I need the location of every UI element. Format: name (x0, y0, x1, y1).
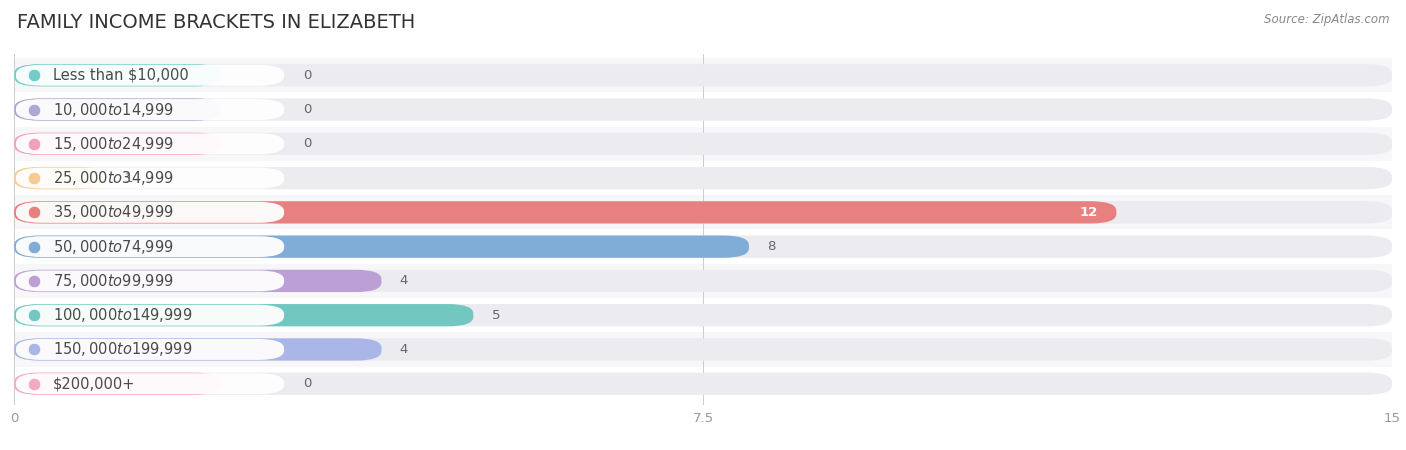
Text: 4: 4 (399, 274, 408, 288)
Text: 4: 4 (399, 343, 408, 356)
FancyBboxPatch shape (14, 58, 1392, 92)
FancyBboxPatch shape (14, 367, 1392, 401)
FancyBboxPatch shape (14, 201, 1392, 224)
Text: $15,000 to $24,999: $15,000 to $24,999 (52, 135, 173, 153)
FancyBboxPatch shape (14, 167, 1392, 189)
Text: 0: 0 (304, 137, 312, 150)
Text: $150,000 to $199,999: $150,000 to $199,999 (52, 341, 193, 359)
FancyBboxPatch shape (14, 235, 749, 258)
Text: 0: 0 (304, 377, 312, 390)
Text: $50,000 to $74,999: $50,000 to $74,999 (52, 238, 173, 256)
Text: $25,000 to $34,999: $25,000 to $34,999 (52, 169, 173, 187)
FancyBboxPatch shape (14, 133, 1392, 155)
FancyBboxPatch shape (15, 339, 284, 360)
FancyBboxPatch shape (14, 264, 1392, 298)
FancyBboxPatch shape (14, 161, 1392, 195)
FancyBboxPatch shape (15, 168, 284, 189)
Text: 1: 1 (124, 171, 132, 184)
FancyBboxPatch shape (14, 92, 1392, 126)
FancyBboxPatch shape (14, 338, 381, 360)
FancyBboxPatch shape (14, 373, 1392, 395)
FancyBboxPatch shape (15, 270, 284, 291)
FancyBboxPatch shape (14, 64, 221, 86)
Text: $10,000 to $14,999: $10,000 to $14,999 (52, 100, 173, 118)
Text: FAMILY INCOME BRACKETS IN ELIZABETH: FAMILY INCOME BRACKETS IN ELIZABETH (17, 14, 415, 32)
Text: 0: 0 (304, 103, 312, 116)
Text: $100,000 to $149,999: $100,000 to $149,999 (52, 306, 193, 324)
Text: $35,000 to $49,999: $35,000 to $49,999 (52, 203, 173, 221)
FancyBboxPatch shape (14, 99, 1392, 121)
Text: 5: 5 (492, 309, 501, 322)
Text: $75,000 to $99,999: $75,000 to $99,999 (52, 272, 173, 290)
FancyBboxPatch shape (14, 195, 1392, 230)
FancyBboxPatch shape (14, 304, 474, 326)
FancyBboxPatch shape (14, 338, 1392, 360)
FancyBboxPatch shape (14, 201, 1116, 224)
FancyBboxPatch shape (14, 126, 1392, 161)
FancyBboxPatch shape (15, 236, 284, 257)
Text: 0: 0 (304, 69, 312, 82)
FancyBboxPatch shape (14, 99, 221, 121)
FancyBboxPatch shape (15, 305, 284, 326)
Text: 12: 12 (1080, 206, 1098, 219)
FancyBboxPatch shape (15, 374, 284, 394)
FancyBboxPatch shape (15, 99, 284, 120)
Text: $200,000+: $200,000+ (52, 376, 135, 391)
FancyBboxPatch shape (14, 333, 1392, 367)
FancyBboxPatch shape (15, 133, 284, 154)
FancyBboxPatch shape (14, 64, 1392, 86)
FancyBboxPatch shape (14, 373, 221, 395)
FancyBboxPatch shape (14, 270, 1392, 292)
FancyBboxPatch shape (14, 270, 381, 292)
FancyBboxPatch shape (14, 230, 1392, 264)
FancyBboxPatch shape (14, 304, 1392, 326)
FancyBboxPatch shape (14, 235, 1392, 258)
Text: Source: ZipAtlas.com: Source: ZipAtlas.com (1264, 14, 1389, 27)
FancyBboxPatch shape (14, 133, 221, 155)
Text: 8: 8 (768, 240, 776, 253)
FancyBboxPatch shape (15, 202, 284, 223)
FancyBboxPatch shape (14, 298, 1392, 333)
FancyBboxPatch shape (14, 167, 105, 189)
FancyBboxPatch shape (15, 65, 284, 86)
Text: Less than $10,000: Less than $10,000 (52, 68, 188, 83)
